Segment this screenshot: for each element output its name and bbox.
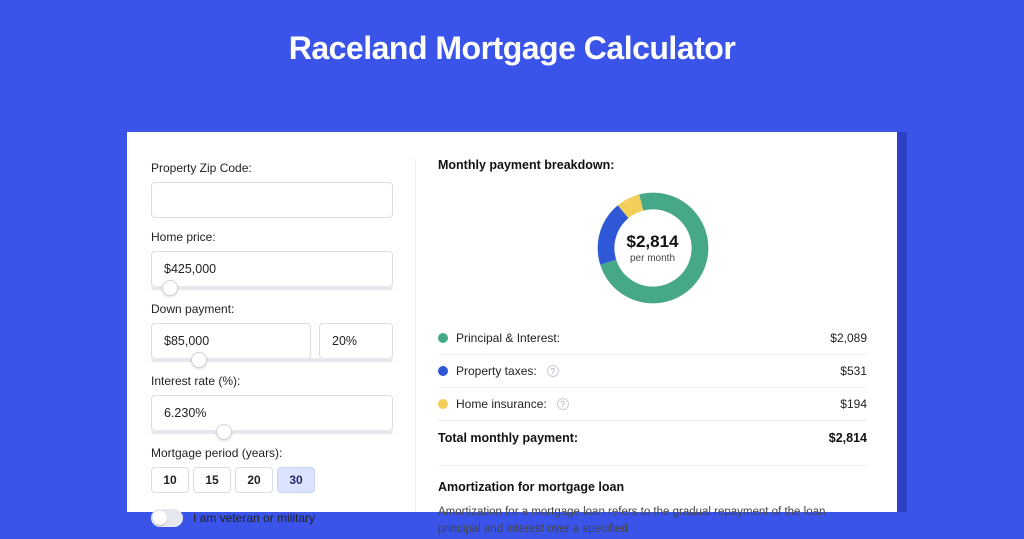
calculator-form: Property Zip Code: Home price: $425,000 … xyxy=(151,158,393,512)
down-payment-slider[interactable] xyxy=(151,358,393,362)
legend-row: Principal & Interest: $2,089 xyxy=(438,322,867,355)
calculator-panel: Property Zip Code: Home price: $425,000 … xyxy=(127,132,897,512)
donut-center-amount: $2,814 xyxy=(627,232,679,252)
period-button-20[interactable]: 20 xyxy=(235,467,273,493)
legend-value: $2,089 xyxy=(830,331,867,345)
slider-thumb-icon[interactable] xyxy=(162,280,178,296)
amortization-title: Amortization for mortgage loan xyxy=(438,480,867,494)
slider-thumb-icon[interactable] xyxy=(191,352,207,368)
legend-value: $531 xyxy=(840,364,867,378)
legend-row: Property taxes:? $531 xyxy=(438,355,867,388)
legend-dot-icon xyxy=(438,366,448,376)
breakdown-title: Monthly payment breakdown: xyxy=(438,158,867,172)
interest-rate-input[interactable]: 6.230% xyxy=(151,395,393,431)
donut-center-sub: per month xyxy=(630,253,675,264)
legend-dot-icon xyxy=(438,333,448,343)
home-price-input[interactable]: $425,000 xyxy=(151,251,393,287)
down-payment-input[interactable]: $85,000 xyxy=(151,323,311,359)
toggle-knob-icon xyxy=(153,511,167,525)
help-icon[interactable]: ? xyxy=(547,365,559,377)
period-label: Mortgage period (years): xyxy=(151,446,393,460)
period-button-30[interactable]: 30 xyxy=(277,467,315,493)
legend-row: Home insurance:? $194 xyxy=(438,388,867,421)
breakdown-panel: Monthly payment breakdown: $2,814 per mo… xyxy=(415,158,873,512)
period-button-15[interactable]: 15 xyxy=(193,467,231,493)
legend-dot-icon xyxy=(438,399,448,409)
home-price-label: Home price: xyxy=(151,230,393,244)
total-label: Total monthly payment: xyxy=(438,431,578,445)
amortization-body: Amortization for a mortgage loan refers … xyxy=(438,504,867,539)
home-price-slider[interactable] xyxy=(151,286,393,290)
zip-input[interactable] xyxy=(151,182,393,218)
down-payment-pct-input[interactable]: 20% xyxy=(319,323,393,359)
legend-label: Home insurance: xyxy=(456,397,547,411)
total-value: $2,814 xyxy=(829,431,867,445)
interest-rate-label: Interest rate (%): xyxy=(151,374,393,388)
page-title: Raceland Mortgage Calculator xyxy=(0,0,1024,67)
slider-thumb-icon[interactable] xyxy=(216,424,232,440)
down-payment-label: Down payment: xyxy=(151,302,393,316)
veteran-label: I am veteran or military xyxy=(193,511,315,525)
legend-label: Property taxes: xyxy=(456,364,537,378)
legend-label: Principal & Interest: xyxy=(456,331,560,345)
payment-donut-chart: $2,814 per month xyxy=(591,186,715,310)
period-button-10[interactable]: 10 xyxy=(151,467,189,493)
legend-value: $194 xyxy=(840,397,867,411)
interest-rate-slider[interactable] xyxy=(151,430,393,434)
zip-label: Property Zip Code: xyxy=(151,161,393,175)
help-icon[interactable]: ? xyxy=(557,398,569,410)
